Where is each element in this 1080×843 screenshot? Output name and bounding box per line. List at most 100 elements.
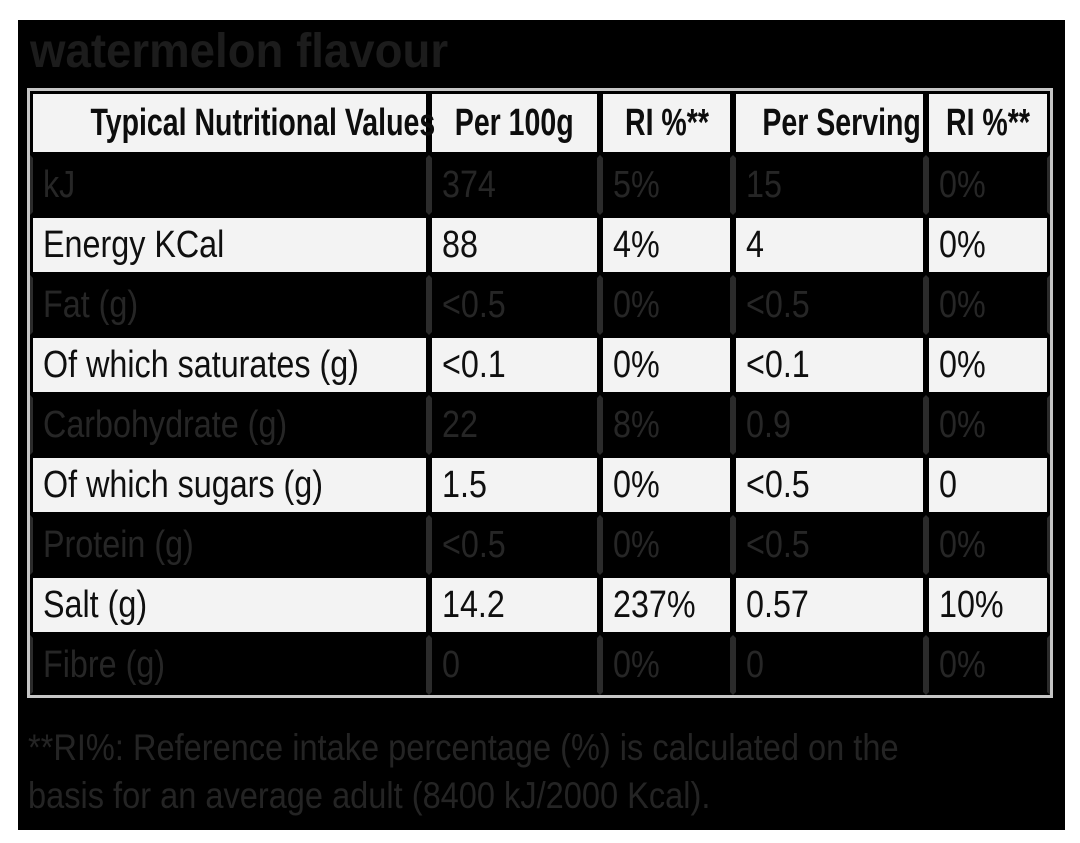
nutrient-value: 0% [939, 223, 986, 266]
per-100g-value-cell: 88 [429, 215, 600, 275]
nutrient-label-cell: Protein (g) [30, 515, 429, 575]
nutrient-value: 0% [613, 463, 660, 506]
table-row: Carbohydrate (g) 22 8% 0.9 0% [30, 395, 1050, 455]
nutrient-value: 8% [613, 403, 660, 446]
nutrient-label: Carbohydrate (g) [43, 403, 288, 446]
per-serving-value-cell: 0.9 [733, 395, 926, 455]
ri-serving-value-cell: 0% [926, 515, 1050, 575]
nutrient-value: 374 [442, 163, 496, 206]
ri-serving-value-cell: 10% [926, 575, 1050, 635]
nutrient-label-cell: Fibre (g) [30, 635, 429, 695]
nutrition-table: Typical Nutritional Values Per 100g RI %… [27, 88, 1053, 698]
footnote: **RI%: Reference intake percentage (%) i… [28, 724, 1065, 820]
ri-serving-value-cell: 0% [926, 635, 1050, 695]
per-serving-value-cell: <0.5 [733, 515, 926, 575]
ri-100g-value-cell: 8% [600, 395, 733, 455]
nutrient-label: Of which saturates (g) [43, 343, 359, 386]
nutrient-value: <0.5 [442, 283, 506, 326]
per-serving-value-cell: <0.1 [733, 335, 926, 395]
table-row: Of which saturates (g) <0.1 0% <0.1 0% [30, 335, 1050, 395]
nutrient-value: 0% [939, 343, 986, 386]
per-serving-value-cell: 15 [733, 155, 926, 215]
nutrient-value: 4% [613, 223, 660, 266]
header-cell-ri-serving: RI %** [926, 91, 1050, 155]
table-row: Fat (g) <0.5 0% <0.5 0% [30, 275, 1050, 335]
nutrient-value: 0% [939, 643, 986, 686]
per-100g-value-cell: 22 [429, 395, 600, 455]
ri-serving-value-cell: 0% [926, 335, 1050, 395]
nutrient-value: 0% [939, 403, 986, 446]
nutrient-value: 0% [939, 163, 986, 206]
nutrient-value: <0.1 [442, 343, 506, 386]
nutrient-label-cell: Fat (g) [30, 275, 429, 335]
nutrient-label-cell: kJ [30, 155, 429, 215]
nutrient-value: 10% [939, 583, 1004, 626]
nutrient-label: Fibre (g) [43, 643, 166, 686]
nutrient-value: 22 [442, 403, 478, 446]
per-serving-value-cell: <0.5 [733, 275, 926, 335]
per-100g-value-cell: 374 [429, 155, 600, 215]
nutrient-value: <0.1 [746, 343, 810, 386]
nutrient-value: <0.5 [746, 463, 810, 506]
nutrient-label-cell: Carbohydrate (g) [30, 395, 429, 455]
ri-serving-value-cell: 0% [926, 215, 1050, 275]
nutrient-label: Of which sugars (g) [43, 463, 324, 506]
nutrient-value: 0 [442, 643, 460, 686]
header-label: Per Serving [762, 101, 921, 144]
nutrient-label: Protein (g) [43, 523, 194, 566]
header-cell-per-100g: Per 100g [429, 91, 600, 155]
nutrient-value: 0% [613, 523, 660, 566]
nutrient-value: 0 [939, 463, 957, 506]
nutrient-value: 1.5 [442, 463, 487, 506]
table-row: Of which sugars (g) 1.5 0% <0.5 0 [30, 455, 1050, 515]
nutrient-value: 5% [613, 163, 660, 206]
ri-100g-value-cell: 0% [600, 455, 733, 515]
table-row: Fibre (g) 0 0% 0 0% [30, 635, 1050, 695]
table-row: kJ 374 5% 15 0% [30, 155, 1050, 215]
nutrient-value: <0.5 [746, 523, 810, 566]
ri-100g-value-cell: 0% [600, 515, 733, 575]
nutrient-value: 0 [746, 643, 764, 686]
nutrient-label: kJ [43, 163, 76, 206]
nutrient-value: 88 [442, 223, 478, 266]
nutrient-value: 0% [939, 523, 986, 566]
nutrient-value: 15 [746, 163, 782, 206]
nutrient-label-cell: Of which sugars (g) [30, 455, 429, 515]
nutrient-label-cell: Energy KCal [30, 215, 429, 275]
table-row: Energy KCal 88 4% 4 0% [30, 215, 1050, 275]
ri-100g-value-cell: 237% [600, 575, 733, 635]
ri-100g-value-cell: 0% [600, 275, 733, 335]
ri-serving-value-cell: 0% [926, 275, 1050, 335]
nutrient-value: 0% [613, 643, 660, 686]
ri-serving-value-cell: 0% [926, 155, 1050, 215]
nutrient-value: 0.9 [746, 403, 791, 446]
per-100g-value-cell: 0 [429, 635, 600, 695]
flavour-title: watermelon flavour [30, 25, 449, 78]
per-100g-value-cell: <0.1 [429, 335, 600, 395]
nutrient-value: 0.57 [746, 583, 809, 626]
ri-100g-value-cell: 5% [600, 155, 733, 215]
header-row: Typical Nutritional Values Per 100g RI %… [30, 91, 1050, 155]
nutrient-label: Salt (g) [43, 583, 148, 626]
header-cell-per-serving: Per Serving [733, 91, 926, 155]
ri-100g-value-cell: 0% [600, 635, 733, 695]
table-row: Salt (g) 14.2 237% 0.57 10% [30, 575, 1050, 635]
header-label: Typical Nutritional Values [90, 101, 436, 144]
ri-100g-value-cell: 0% [600, 335, 733, 395]
ri-serving-value-cell: 0% [926, 395, 1050, 455]
per-100g-value-cell: <0.5 [429, 515, 600, 575]
per-serving-value-cell: 4 [733, 215, 926, 275]
nutrient-value: 0% [939, 283, 986, 326]
per-serving-value-cell: 0.57 [733, 575, 926, 635]
nutrient-value: 4 [746, 223, 764, 266]
per-serving-value-cell: 0 [733, 635, 926, 695]
table-row: Protein (g) <0.5 0% <0.5 0% [30, 515, 1050, 575]
nutrient-label-cell: Salt (g) [30, 575, 429, 635]
nutrient-label-cell: Of which saturates (g) [30, 335, 429, 395]
ri-serving-value-cell: 0 [926, 455, 1050, 515]
nutrient-value: <0.5 [746, 283, 810, 326]
nutrient-value: <0.5 [442, 523, 506, 566]
nutrient-value: 237% [613, 583, 696, 626]
per-100g-value-cell: <0.5 [429, 275, 600, 335]
header-label: RI %** [946, 101, 1030, 144]
